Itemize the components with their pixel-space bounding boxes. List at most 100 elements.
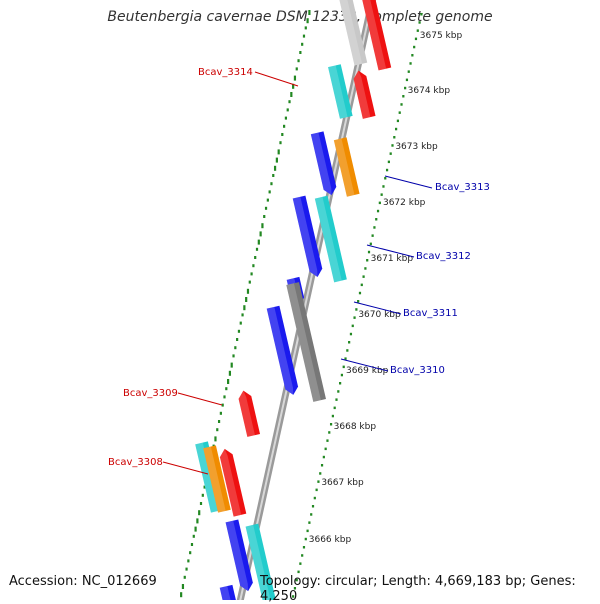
gc-dot-left xyxy=(306,18,309,24)
gc-dot-right xyxy=(407,70,410,73)
gc-dot-left xyxy=(199,502,203,505)
gc-dot-right xyxy=(335,398,338,401)
gene-label: Bcav_3312 xyxy=(416,251,471,262)
scale-tick-label: 3672 kbp xyxy=(383,198,426,208)
feature-cyan-bottom xyxy=(245,523,278,600)
gc-dot-left xyxy=(279,141,282,145)
feature-orange-3308 xyxy=(203,445,231,513)
gene-label: Bcav_3309 xyxy=(123,388,178,399)
gc-dot-right xyxy=(295,578,298,582)
gene-3314-red-top-body xyxy=(362,0,392,71)
gc-dot-right xyxy=(369,242,372,246)
gc-dot-right xyxy=(378,201,381,205)
scale-tick-label: 3670 kbp xyxy=(358,310,401,320)
feature-orange-3313-shine xyxy=(333,138,355,197)
gc-dot-right xyxy=(315,488,318,492)
feature-orange-3313-body xyxy=(333,137,360,197)
gc-dot-left xyxy=(192,534,195,538)
feature-cyan-3308-shine xyxy=(195,442,219,513)
gc-dot-left xyxy=(270,182,273,186)
gc-dot-right xyxy=(357,300,360,303)
gc-dot-left xyxy=(272,174,275,177)
gc-dot-right xyxy=(402,95,405,98)
scale-tick-label: 3673 kbp xyxy=(395,142,438,152)
gc-dot-right xyxy=(319,472,322,475)
gc-dot-left xyxy=(261,223,264,229)
accession-label: Accession: NC_012669 xyxy=(9,574,157,589)
gc-dot-left xyxy=(301,42,304,46)
gene-3308-red-body xyxy=(219,448,247,517)
gc-dot-right xyxy=(324,447,327,451)
gc-dot-right xyxy=(364,267,367,270)
gc-dot-right xyxy=(304,537,307,541)
gc-dot-right xyxy=(416,29,419,32)
gc-dot-left xyxy=(221,403,224,407)
gc-dot-right xyxy=(311,505,315,508)
gc-dot-right xyxy=(395,127,398,131)
feature-gray-top xyxy=(337,0,368,66)
gc-dot-right xyxy=(326,439,329,442)
gc-dot-left xyxy=(203,485,206,489)
scale-tick-label: 3667 kbp xyxy=(321,478,364,488)
scale-tick-label: 3669 kbp xyxy=(346,366,389,376)
gc-dot-right xyxy=(400,103,403,106)
gc-dot-right xyxy=(302,546,306,549)
feature-gray-3310-body xyxy=(286,282,326,402)
gc-dot-left xyxy=(239,321,242,325)
gene-3314-red-top xyxy=(362,0,392,71)
gc-dot-right xyxy=(342,365,345,369)
gene-label: Bcav_3308 xyxy=(108,457,163,468)
gc-dot-left xyxy=(194,526,197,532)
gc-dot-left xyxy=(286,108,289,112)
gc-dot-right xyxy=(337,390,340,393)
gc-dot-left xyxy=(214,436,217,442)
gc-dot-right xyxy=(329,423,333,426)
feature-cyan-bottom-shine xyxy=(245,524,273,600)
feature-cyan-bottom-body xyxy=(245,523,278,600)
gc-dot-right xyxy=(349,332,353,336)
gene-blue-bottom-body xyxy=(225,519,253,592)
gc-dot-right xyxy=(358,291,362,295)
gc-dot-left xyxy=(234,346,237,350)
feature-cyan-3314-shine xyxy=(328,65,348,119)
gc-dot-right xyxy=(411,54,414,57)
gene-label: Bcav_3310 xyxy=(390,365,445,376)
feature-cyan-3314 xyxy=(328,64,353,119)
gc-dot-right xyxy=(308,521,311,524)
gc-dot-left xyxy=(230,362,233,368)
feature-cyan-3312-body xyxy=(314,195,347,283)
gc-dot-right xyxy=(301,554,304,557)
scale-tick-label: 3674 kbp xyxy=(408,86,451,96)
gc-dot-right xyxy=(306,529,309,533)
gc-dot-left xyxy=(183,575,186,579)
gc-dot-right xyxy=(371,234,374,237)
feature-orange-3313 xyxy=(333,137,360,197)
feature-orange-3308-body xyxy=(203,445,231,513)
gc-dot-left xyxy=(225,387,228,391)
gc-dot-left xyxy=(255,247,259,251)
gc-dot-right xyxy=(393,136,396,139)
gc-dot-right xyxy=(322,455,325,459)
feature-gray-3310 xyxy=(286,282,326,402)
feature-orange-3308-shine xyxy=(203,446,226,513)
gene-3312-blue xyxy=(292,195,323,277)
gc-dot-left xyxy=(297,59,300,63)
gc-dot-left xyxy=(190,543,194,546)
gc-dot-left xyxy=(273,165,277,171)
gc-dot-left xyxy=(245,297,248,302)
gene-label-leader xyxy=(353,301,402,315)
gc-dot-left xyxy=(254,256,257,259)
gc-dot-right xyxy=(320,464,324,467)
gene-blue-bottom-shine xyxy=(225,520,249,592)
gene-3308-red xyxy=(219,448,247,517)
gc-dot-left xyxy=(236,338,239,341)
gc-dot-right xyxy=(297,570,300,574)
gene-3309-red-body xyxy=(238,390,261,437)
feature-cyan-3312 xyxy=(314,195,347,283)
gc-dot-left xyxy=(185,567,188,571)
gene-label: Bcav_3311 xyxy=(403,308,458,319)
gc-dot-right xyxy=(387,160,390,164)
gc-dot-left xyxy=(275,157,278,163)
gc-dot-left xyxy=(201,493,204,497)
gc-dot-right xyxy=(339,382,342,385)
